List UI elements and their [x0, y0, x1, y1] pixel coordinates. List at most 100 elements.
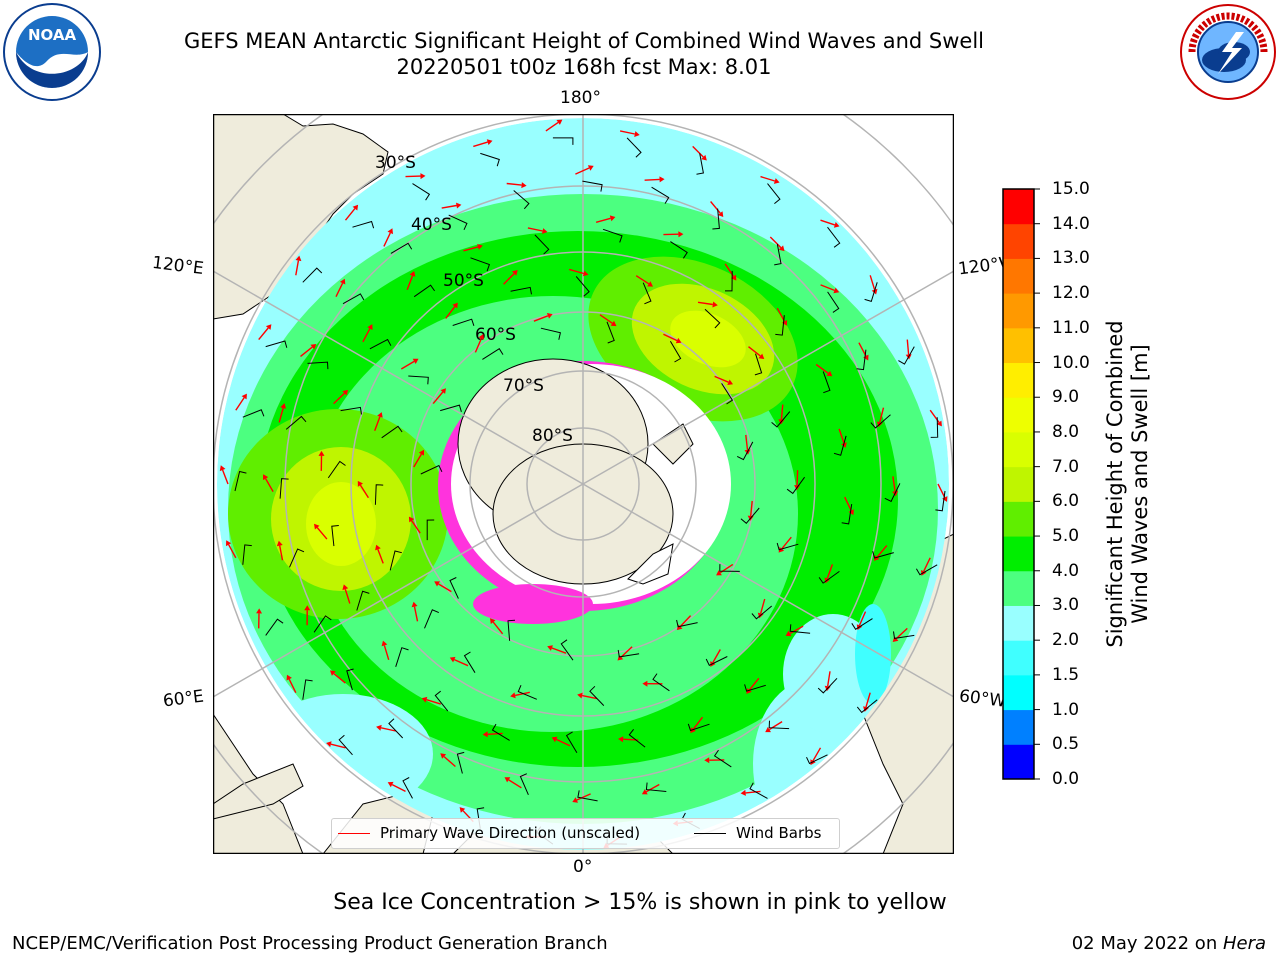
wind-barb: [356, 590, 370, 611]
wind-barb: [480, 152, 500, 167]
colorbar-bin: [1003, 709, 1034, 745]
wave-arrow-head: [746, 688, 752, 694]
wind-barb: [864, 282, 878, 303]
wave-arrow-head: [376, 724, 382, 731]
wave-arrow-head: [609, 215, 616, 222]
wave-arrow-head: [418, 449, 424, 456]
wind-barb: [234, 470, 247, 492]
legend-wind-label: Wind Barbs: [736, 824, 822, 842]
wind-barb: [744, 684, 766, 692]
wave-arrow: [576, 793, 591, 801]
wind-barb: [279, 478, 289, 499]
wave-arrow: [575, 167, 590, 175]
wave-arrow-head: [420, 173, 426, 180]
wave-arrow-head: [785, 630, 792, 637]
wave-arrow: [812, 747, 822, 762]
wave-arrow: [441, 204, 457, 209]
colorbar: [1002, 188, 1040, 780]
wave-arrow: [221, 469, 229, 485]
wave-arrow: [750, 500, 753, 516]
wave-arrow: [492, 621, 504, 635]
wave-arrow-head: [618, 736, 624, 743]
wave-arrow: [876, 545, 888, 558]
wave-arrow-head: [280, 403, 286, 409]
wind-barb: [884, 483, 901, 503]
wave-arrow-head: [263, 474, 269, 481]
lat-label-80s: 80°S: [532, 426, 573, 446]
wind-barb: [719, 564, 740, 572]
wave-arrow-head: [449, 656, 456, 663]
colorbar-tick-label: 5.0: [1052, 526, 1080, 547]
wave-arrow: [838, 428, 845, 444]
wave-arrow-head: [542, 228, 548, 234]
wave-arrow-head: [367, 324, 373, 330]
wind-barb: [789, 624, 811, 634]
wave-arrow: [333, 673, 346, 684]
date-text: 02 May 2022 on: [1071, 933, 1223, 954]
wind-barb: [617, 649, 640, 658]
map-panel: 30°S 40°S 50°S 60°S 70°S 80°S: [213, 114, 954, 854]
wind-barb: [517, 685, 537, 700]
colorbar-bin: [1003, 570, 1034, 606]
wave-arrow-head: [490, 618, 496, 624]
wave-arrow: [645, 783, 660, 793]
wind-barb: [736, 441, 754, 461]
colorbar-tick-label: 2.0: [1052, 630, 1080, 651]
wave-arrow: [454, 658, 469, 667]
wave-arrow: [619, 130, 635, 135]
wave-arrow: [923, 557, 931, 572]
wave-arrow: [474, 338, 482, 353]
wind-barb: [507, 619, 516, 641]
wave-arrow-head: [690, 727, 696, 734]
wave-arrow: [383, 645, 390, 661]
colorbar-tick-label: 12.0: [1052, 283, 1090, 304]
wind-barb: [705, 656, 728, 666]
wave-arrow: [374, 416, 381, 432]
wave-arrow-head: [678, 231, 684, 238]
wind-barb: [687, 723, 710, 732]
wave-arrow: [235, 397, 245, 411]
wind-barb: [424, 609, 439, 629]
wind-barb: [626, 137, 642, 158]
wave-arrow-head: [556, 119, 563, 125]
lat-label-50s: 50°S: [443, 271, 484, 291]
wave-arrow: [827, 671, 831, 687]
wind-barb: [676, 619, 698, 628]
wind-barb: [352, 220, 375, 229]
wave-arrow-head: [572, 797, 578, 803]
wave-arrow: [595, 217, 611, 223]
wind-barb: [768, 720, 790, 730]
wind-barb: [833, 435, 847, 456]
wind-barb: [452, 318, 475, 326]
wave-arrow-head: [716, 570, 722, 576]
wind-barb: [602, 228, 623, 243]
wave-arrow-head: [459, 807, 466, 813]
wave-arrow: [748, 677, 760, 691]
wave-arrow: [413, 606, 419, 622]
wave-arrow-head: [219, 465, 226, 472]
colorbar-bin: [1003, 293, 1034, 329]
wave-arrow-head: [381, 640, 388, 647]
wave-arrow: [820, 284, 835, 292]
wind-barb: [412, 183, 431, 201]
colorbar-bin: [1003, 674, 1034, 711]
wind-barb: [817, 677, 838, 694]
colorbar-tick-label: 6.0: [1052, 491, 1080, 512]
wave-arrow-head: [521, 182, 527, 189]
colorbar-bin: [1003, 466, 1034, 502]
colorbar-tick-label: 3.0: [1052, 595, 1080, 616]
wave-arrow-head: [781, 320, 788, 326]
wave-arrow-head: [482, 731, 488, 738]
wave-arrow-head: [318, 450, 325, 456]
wave-arrow-head: [304, 605, 311, 611]
wind-barb: [420, 464, 443, 475]
wind-barb: [242, 544, 252, 565]
wave-arrow: [569, 268, 584, 275]
map-legend: Primary Wave Direction (unscaled) Wind B…: [331, 818, 840, 849]
wave-arrow: [692, 145, 704, 158]
wave-arrow: [789, 625, 804, 635]
credit-text: NCEP/EMC/Verification Post Processing Pr…: [12, 933, 608, 954]
wave-arrow: [815, 363, 829, 374]
wave-arrow: [769, 236, 782, 249]
wind-barb: [302, 679, 313, 700]
